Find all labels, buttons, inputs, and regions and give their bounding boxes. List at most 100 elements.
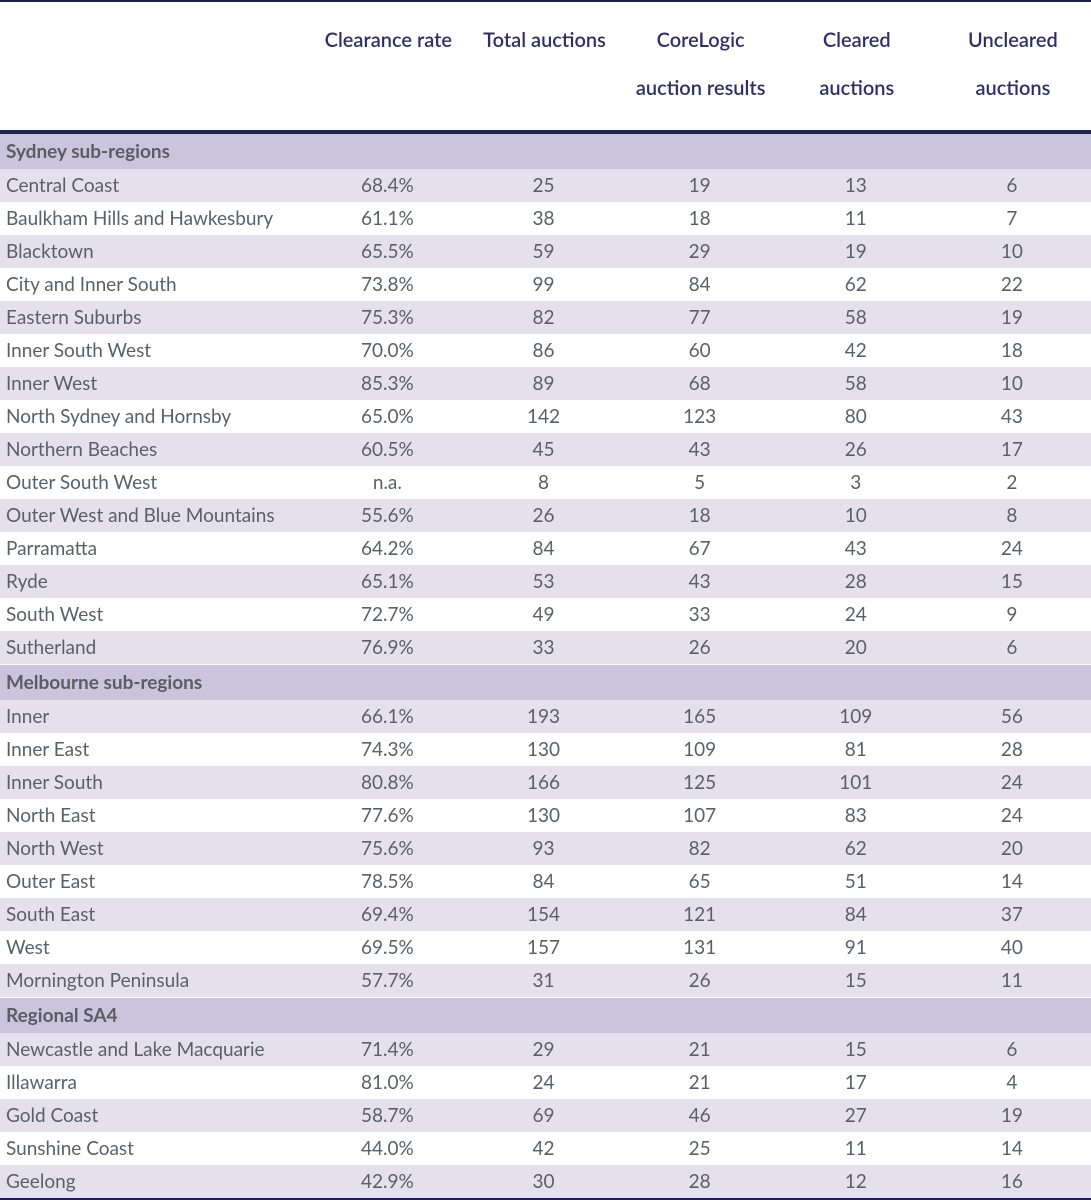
cell-region: Outer East bbox=[0, 865, 310, 898]
table-row: Mornington Peninsula57.7%31261511 bbox=[0, 964, 1091, 998]
cell-uncleared: 19 bbox=[935, 301, 1091, 334]
col-header-results: CoreLogic auction results bbox=[623, 1, 779, 132]
cell-clearance: 75.3% bbox=[310, 301, 466, 334]
cell-cleared: 58 bbox=[779, 367, 935, 400]
cell-region: City and Inner South bbox=[0, 268, 310, 301]
cell-uncleared: 6 bbox=[935, 169, 1091, 202]
cell-clearance: 69.5% bbox=[310, 931, 466, 964]
cell-results: 33 bbox=[623, 598, 779, 631]
cell-results: 21 bbox=[623, 1066, 779, 1099]
cell-results: 165 bbox=[623, 700, 779, 733]
cell-clearance: 70.0% bbox=[310, 334, 466, 367]
table-row: Sunshine Coast44.0%42251114 bbox=[0, 1132, 1091, 1165]
table-row: Inner South West70.0%86604218 bbox=[0, 334, 1091, 367]
cell-total: 157 bbox=[466, 931, 622, 964]
cell-uncleared: 9 bbox=[935, 598, 1091, 631]
cell-uncleared: 43 bbox=[935, 400, 1091, 433]
cell-cleared: 51 bbox=[779, 865, 935, 898]
cell-total: 142 bbox=[466, 400, 622, 433]
table-row: Inner East74.3%1301098128 bbox=[0, 733, 1091, 766]
cell-total: 82 bbox=[466, 301, 622, 334]
cell-cleared: 19 bbox=[779, 235, 935, 268]
col-header-clearance: Clearance rate bbox=[310, 1, 466, 132]
cell-uncleared: 14 bbox=[935, 865, 1091, 898]
cell-total: 31 bbox=[466, 964, 622, 998]
table-row: Blacktown65.5%59291910 bbox=[0, 235, 1091, 268]
table-row: Inner South80.8%16612510124 bbox=[0, 766, 1091, 799]
cell-clearance: 65.1% bbox=[310, 565, 466, 598]
cell-clearance: 75.6% bbox=[310, 832, 466, 865]
cell-clearance: 76.9% bbox=[310, 631, 466, 665]
cell-clearance: 69.4% bbox=[310, 898, 466, 931]
cell-cleared: 84 bbox=[779, 898, 935, 931]
cell-clearance: 78.5% bbox=[310, 865, 466, 898]
table-row: Gold Coast58.7%69462719 bbox=[0, 1099, 1091, 1132]
table-row: Outer East78.5%84655114 bbox=[0, 865, 1091, 898]
cell-cleared: 11 bbox=[779, 1132, 935, 1165]
cell-results: 65 bbox=[623, 865, 779, 898]
cell-results: 18 bbox=[623, 202, 779, 235]
col-header-uncleared: Uncleared auctions bbox=[935, 1, 1091, 132]
cell-total: 26 bbox=[466, 499, 622, 532]
cell-clearance: 57.7% bbox=[310, 964, 466, 998]
cell-region: Gold Coast bbox=[0, 1099, 310, 1132]
cell-uncleared: 6 bbox=[935, 1033, 1091, 1066]
table-row: Baulkham Hills and Hawkesbury61.1%381811… bbox=[0, 202, 1091, 235]
cell-cleared: 11 bbox=[779, 202, 935, 235]
section-title: Sydney sub-regions bbox=[0, 132, 1091, 169]
cell-clearance: 64.2% bbox=[310, 532, 466, 565]
cell-total: 42 bbox=[466, 1132, 622, 1165]
cell-cleared: 20 bbox=[779, 631, 935, 665]
cell-cleared: 27 bbox=[779, 1099, 935, 1132]
cell-results: 26 bbox=[623, 631, 779, 665]
cell-uncleared: 24 bbox=[935, 766, 1091, 799]
table-row: Parramatta64.2%84674324 bbox=[0, 532, 1091, 565]
cell-results: 82 bbox=[623, 832, 779, 865]
cell-results: 46 bbox=[623, 1099, 779, 1132]
cell-total: 89 bbox=[466, 367, 622, 400]
cell-clearance: 85.3% bbox=[310, 367, 466, 400]
cell-cleared: 81 bbox=[779, 733, 935, 766]
cell-uncleared: 18 bbox=[935, 334, 1091, 367]
cell-region: Northern Beaches bbox=[0, 433, 310, 466]
table-row: Geelong42.9%30281216 bbox=[0, 1165, 1091, 1199]
cell-region: South East bbox=[0, 898, 310, 931]
cell-uncleared: 11 bbox=[935, 964, 1091, 998]
cell-cleared: 62 bbox=[779, 832, 935, 865]
cell-uncleared: 14 bbox=[935, 1132, 1091, 1165]
col-header-total: Total auctions bbox=[466, 1, 622, 132]
cell-cleared: 42 bbox=[779, 334, 935, 367]
cell-uncleared: 10 bbox=[935, 235, 1091, 268]
cell-region: Newcastle and Lake Macquarie bbox=[0, 1033, 310, 1066]
cell-uncleared: 19 bbox=[935, 1099, 1091, 1132]
cell-cleared: 24 bbox=[779, 598, 935, 631]
cell-results: 29 bbox=[623, 235, 779, 268]
cell-region: Blacktown bbox=[0, 235, 310, 268]
cell-clearance: 81.0% bbox=[310, 1066, 466, 1099]
cell-clearance: 65.5% bbox=[310, 235, 466, 268]
table-row: Newcastle and Lake Macquarie71.4%2921156 bbox=[0, 1033, 1091, 1066]
cell-results: 67 bbox=[623, 532, 779, 565]
cell-results: 125 bbox=[623, 766, 779, 799]
cell-region: Sutherland bbox=[0, 631, 310, 665]
table-row: Outer South Westn.a.8532 bbox=[0, 466, 1091, 499]
cell-uncleared: 24 bbox=[935, 799, 1091, 832]
cell-results: 43 bbox=[623, 565, 779, 598]
table-row: North Sydney and Hornsby65.0%1421238043 bbox=[0, 400, 1091, 433]
cell-cleared: 62 bbox=[779, 268, 935, 301]
cell-cleared: 43 bbox=[779, 532, 935, 565]
cell-results: 109 bbox=[623, 733, 779, 766]
cell-clearance: 44.0% bbox=[310, 1132, 466, 1165]
cell-clearance: 80.8% bbox=[310, 766, 466, 799]
cell-results: 107 bbox=[623, 799, 779, 832]
cell-region: Inner West bbox=[0, 367, 310, 400]
table-row: Central Coast68.4%2519136 bbox=[0, 169, 1091, 202]
cell-region: Outer West and Blue Mountains bbox=[0, 499, 310, 532]
cell-total: 25 bbox=[466, 169, 622, 202]
cell-region: Inner South bbox=[0, 766, 310, 799]
cell-total: 49 bbox=[466, 598, 622, 631]
cell-total: 38 bbox=[466, 202, 622, 235]
cell-uncleared: 17 bbox=[935, 433, 1091, 466]
cell-results: 26 bbox=[623, 964, 779, 998]
cell-cleared: 12 bbox=[779, 1165, 935, 1199]
